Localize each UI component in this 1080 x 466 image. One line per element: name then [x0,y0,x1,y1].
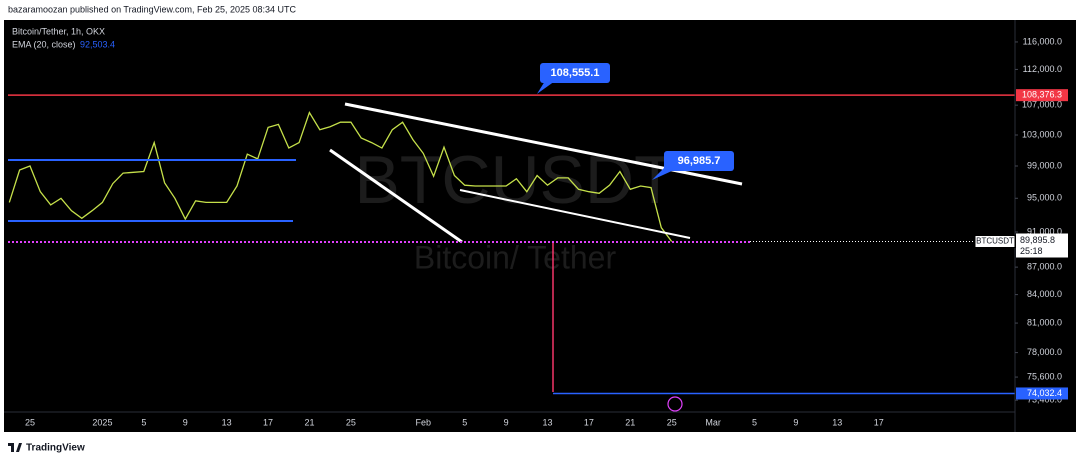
price-line [8,110,673,242]
y-tick-label: 78,000.0 [1027,347,1062,357]
x-tick-label: 9 [793,417,798,427]
y-tick-label: 95,000.0 [1027,193,1062,203]
symbol-title: Bitcoin/Tether, 1h, OKX [12,26,105,36]
callout-pointer [652,165,674,180]
x-tick-label: 2025 [92,417,112,427]
x-tick-label: 17 [584,417,594,427]
level-label: 74,032.4 [1027,388,1062,398]
level-label: 108,376.3 [1022,90,1062,100]
trendline [329,148,463,244]
logo [8,443,22,452]
x-tick-label: Feb [416,417,432,427]
indicator-name: EMA (20, close) [12,39,76,49]
x-tick-label: Mar [705,417,721,427]
event-icon [667,396,683,412]
y-tick-label: 84,000.0 [1027,289,1062,299]
x-tick-label: 17 [263,417,273,427]
y-tick-label: 103,000.0 [1022,129,1062,139]
y-tick-label: 75,600.0 [1027,371,1062,381]
level-label-box [1016,387,1068,400]
y-tick-label: 116,000.0 [1023,36,1062,46]
y-tick-label: 112,000.0 [1023,64,1062,74]
price-label: 89,895.8 [1020,235,1055,245]
y-tick-label: 81,000.0 [1027,317,1062,327]
x-tick-label: 25 [25,417,35,427]
footer: TradingView [8,443,85,454]
x-tick-label: 17 [874,417,884,427]
footer-brand: TradingView [26,443,85,454]
x-tick-label: 5 [141,417,146,427]
x-tick-label: 25 [667,417,677,427]
x-tick-label: 13 [542,417,552,427]
x-tick-label: 21 [625,417,635,427]
x-tick-label: 5 [462,417,467,427]
x-tick-label: 13 [832,417,842,427]
x-tick-label: 21 [304,417,314,427]
y-tick-label: 107,000.0 [1022,100,1062,110]
y-tick-label: 87,000.0 [1027,262,1062,272]
symbol-box [974,235,1016,249]
x-tick-label: 5 [752,417,757,427]
y-tick-label: 73,400.0 [1027,395,1062,405]
callout-label: 108,555.1 [551,67,600,79]
level-label-box [1016,89,1068,102]
price-box [1016,233,1068,258]
x-tick-label: 9 [504,417,509,427]
y-tick-label: 91,000.0 [1027,226,1062,236]
callout-label: 96,985.7 [678,155,721,167]
x-tick-label: 25 [346,417,356,427]
x-tick-label: 9 [183,417,188,427]
countdown: 25:18 [1020,246,1043,256]
y-tick-label: 99,000.0 [1027,160,1062,170]
trendline [459,189,691,239]
indicator-value: 92,503.4 [80,39,115,49]
callout-pointer [537,81,555,94]
callout-box [540,63,610,83]
overlay: 116,000.0 112,000.0 107,000.0 103,000.0 99,0… [25,36,1068,427]
chart-pane [4,20,1076,432]
watermark-name: Bitcoin/ Tether [414,239,617,275]
callout-box [664,151,734,171]
plot [8,94,1015,395]
x-tick-label: 13 [222,417,232,427]
symbol-label: BTCUSDT [976,237,1014,246]
header: bazaramoozan published on TradingView.co… [8,4,297,14]
